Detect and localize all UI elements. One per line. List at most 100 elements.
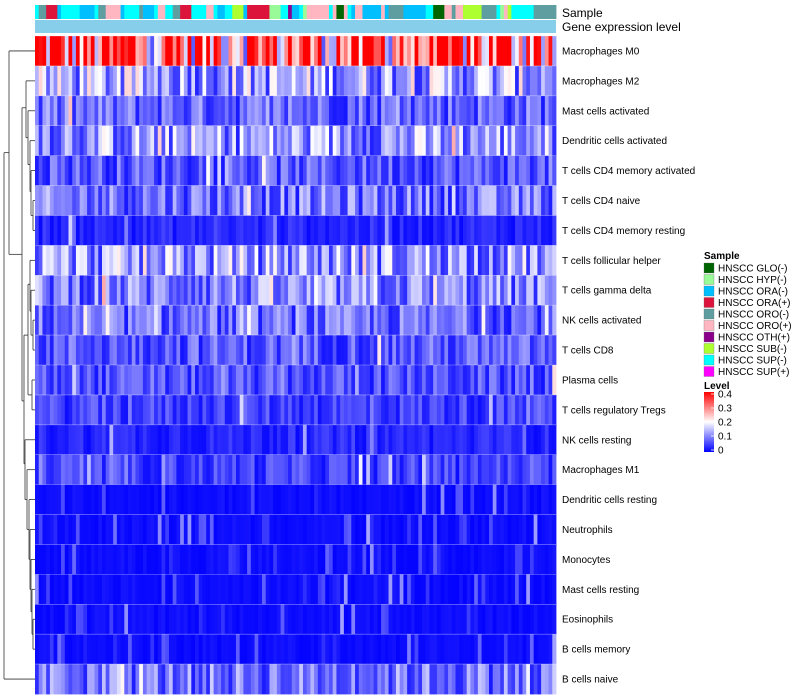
- heatmap-cell: [57, 514, 62, 545]
- heatmap-cell: [347, 36, 352, 67]
- heatmap-cell: [511, 514, 516, 545]
- row-label: T cells CD4 naive: [562, 196, 641, 207]
- heatmap-cell: [131, 215, 136, 246]
- heatmap-cell: [377, 424, 382, 456]
- heatmap-cell: [131, 305, 136, 336]
- heatmap-cell: [310, 155, 315, 186]
- heatmap-cell: [243, 514, 248, 545]
- heatmap-cell: [288, 574, 293, 605]
- heatmap-cell: [351, 155, 356, 186]
- heatmap-cell: [87, 574, 92, 605]
- sample-legend-label: HNSCC SUP(-): [718, 356, 787, 367]
- heatmap-cell: [172, 36, 177, 67]
- heatmap-cell: [150, 36, 155, 67]
- heatmap-cell: [124, 514, 129, 545]
- heatmap-cell: [403, 514, 408, 545]
- sample-legend-title: Sample: [704, 251, 740, 262]
- heatmap-cell: [481, 305, 486, 336]
- heatmap-cell: [477, 574, 482, 605]
- heatmap-cell: [213, 574, 218, 605]
- heatmap-cell: [407, 305, 412, 336]
- heatmap-cell: [444, 514, 449, 545]
- heatmap-cell: [537, 424, 542, 456]
- heatmap-cell: [113, 155, 118, 186]
- heatmap-cell: [381, 275, 386, 306]
- heatmap-cell: [392, 155, 397, 186]
- heatmap-cell: [183, 664, 188, 695]
- heatmap-cell: [98, 335, 103, 366]
- heatmap-cell: [187, 65, 192, 97]
- heatmap-cell: [72, 215, 77, 246]
- heatmap-cell: [410, 514, 415, 545]
- heatmap-cell: [336, 514, 341, 545]
- heatmap-cell: [157, 394, 162, 426]
- heatmap-cell: [481, 454, 486, 486]
- heatmap-cell: [507, 335, 512, 366]
- heatmap-cell: [343, 394, 348, 426]
- heatmap-cell: [142, 365, 148, 396]
- heatmap-cell: [373, 215, 378, 246]
- heatmap-cell: [280, 634, 285, 665]
- heatmap-cell: [325, 514, 330, 545]
- heatmap-cell: [314, 664, 319, 695]
- heatmap-cell: [224, 125, 229, 157]
- heatmap-cell: [507, 514, 512, 545]
- heatmap-cell: [98, 544, 103, 575]
- heatmap-cell: [485, 544, 490, 575]
- heatmap-cell: [377, 634, 382, 665]
- sample-legend-swatch: [703, 308, 715, 320]
- heatmap-cell: [422, 574, 427, 605]
- heatmap-cell: [384, 305, 389, 336]
- heatmap-cell: [273, 634, 278, 665]
- heatmap-cell: [235, 95, 241, 127]
- heatmap-cell: [213, 305, 218, 336]
- heatmap-cell: [265, 305, 270, 336]
- heatmap-cell: [392, 664, 397, 695]
- heatmap-cell: [433, 484, 438, 515]
- heatmap-cell: [198, 664, 203, 695]
- sample-annotation-cell: [358, 5, 363, 19]
- heatmap-cell: [377, 484, 382, 515]
- heatmap-cell: [444, 394, 449, 426]
- heatmap-cell: [414, 634, 419, 665]
- heatmap-cell: [165, 574, 170, 605]
- heatmap-cell: [366, 664, 371, 695]
- heatmap-cell: [384, 574, 389, 605]
- heatmap-cell: [422, 155, 427, 186]
- heatmap-cell: [470, 125, 475, 157]
- heatmap-cell: [209, 544, 215, 575]
- heatmap-cell: [355, 155, 360, 186]
- heatmap-cell: [314, 245, 319, 276]
- heatmap-cell: [68, 275, 73, 306]
- heatmap-cell: [552, 394, 557, 426]
- heatmap-cell: [113, 604, 118, 635]
- heatmap-cell: [168, 394, 174, 426]
- heatmap-cell: [75, 544, 81, 575]
- heatmap-cell: [358, 125, 363, 157]
- heatmap-cell: [310, 634, 315, 665]
- heatmap-cell: [489, 454, 494, 486]
- heatmap-cell: [302, 155, 308, 186]
- heatmap-cell: [90, 215, 95, 246]
- row-label: T cells regulatory Tregs: [562, 405, 666, 416]
- heatmap-cell: [288, 604, 293, 635]
- heatmap-cell: [250, 514, 255, 545]
- heatmap-cell: [485, 454, 490, 486]
- heatmap-cell: [548, 215, 553, 246]
- heatmap-cell: [355, 275, 360, 306]
- heatmap-cell: [314, 574, 319, 605]
- heatmap-cell: [180, 634, 185, 665]
- heatmap-cell: [381, 125, 386, 157]
- heatmap-cell: [202, 424, 207, 456]
- heatmap-cell: [46, 335, 51, 366]
- heatmap-cell: [135, 634, 140, 665]
- heatmap-cell: [131, 604, 136, 635]
- heatmap-cell: [470, 215, 475, 246]
- heatmap-cell: [477, 544, 482, 575]
- heatmap-cell: [429, 275, 434, 306]
- heatmap-cell: [269, 245, 274, 276]
- heatmap-cell: [496, 604, 501, 635]
- heatmap-cell: [448, 36, 453, 67]
- heatmap-cell: [142, 36, 148, 67]
- heatmap-cell: [42, 514, 47, 545]
